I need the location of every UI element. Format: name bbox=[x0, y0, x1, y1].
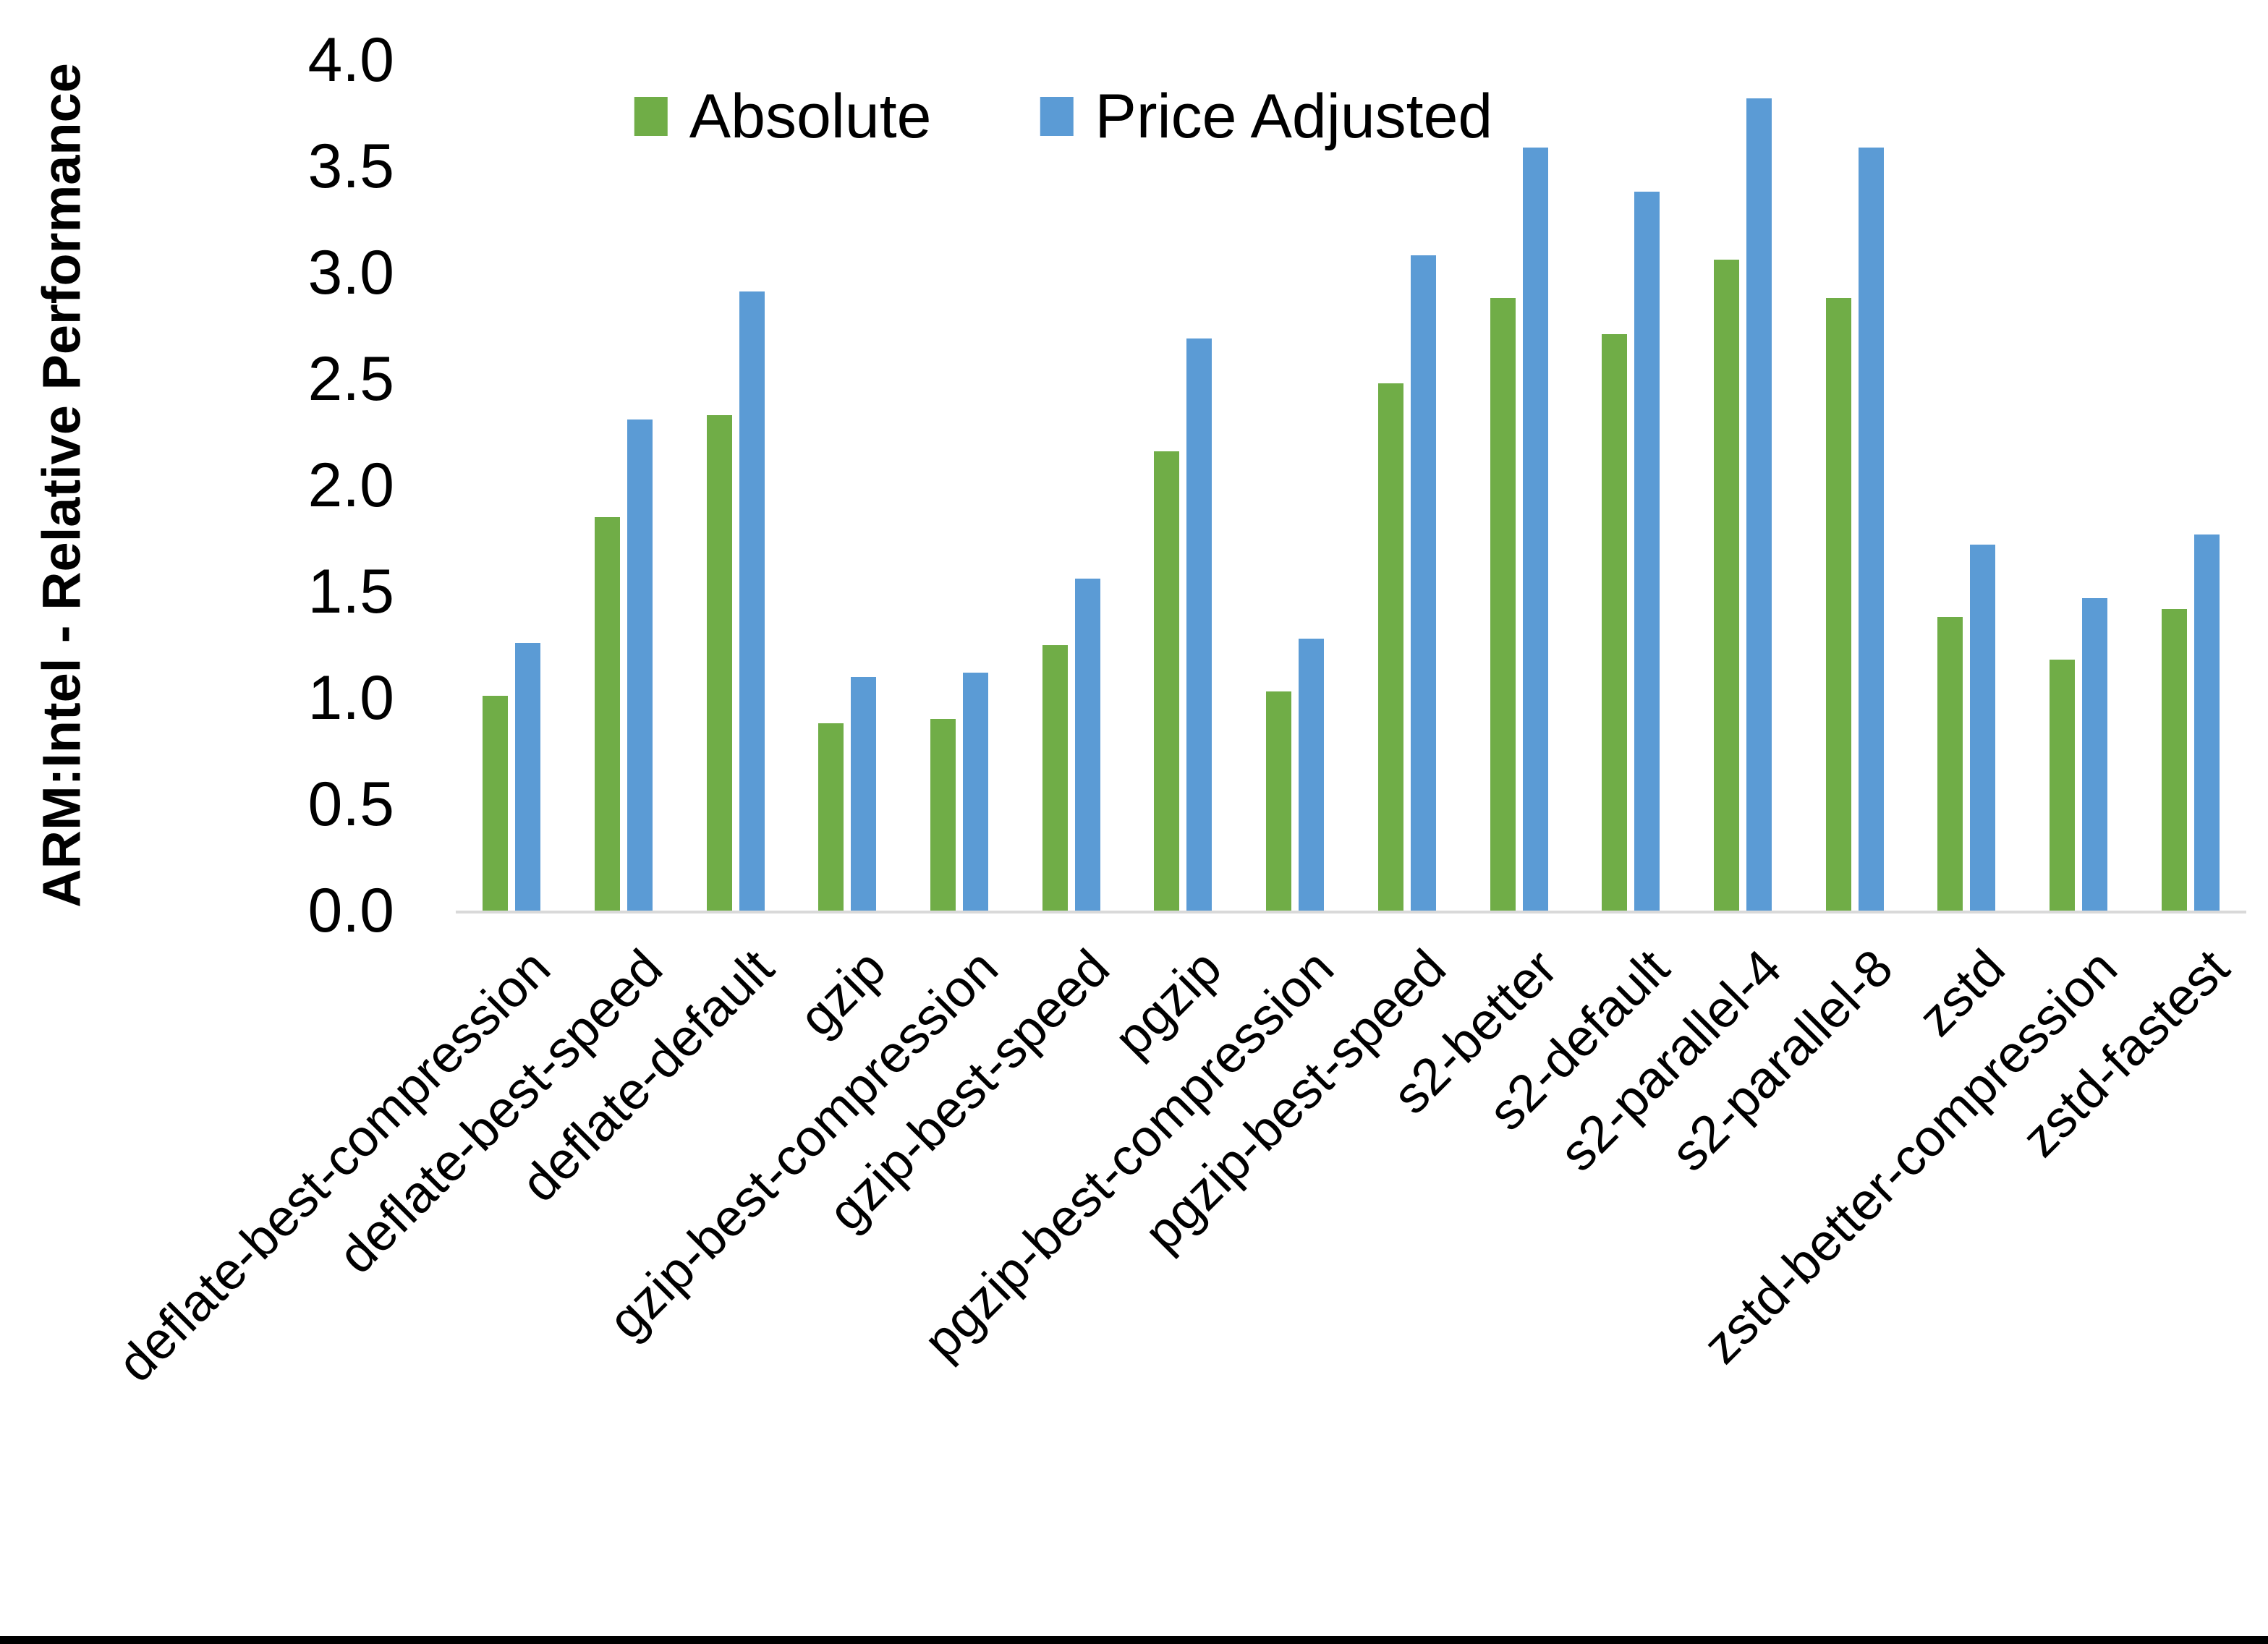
bar-price-adjusted-gzip-best-speed bbox=[1074, 579, 1100, 911]
bar-absolute-zstd bbox=[1937, 617, 1963, 911]
bar-price-adjusted-s2-better bbox=[1522, 147, 1548, 911]
bar-absolute-gzip-best-compression bbox=[930, 719, 956, 911]
legend-item-price-adjusted: Price Adjusted bbox=[1040, 85, 1492, 148]
bar-absolute-deflate-best-compression bbox=[483, 696, 509, 911]
bar-absolute-gzip bbox=[818, 723, 844, 911]
legend-swatch-icon bbox=[634, 97, 668, 136]
bar-absolute-s2-parallel-4 bbox=[1713, 260, 1739, 911]
y-tick-label-0.5: 0.5 bbox=[307, 770, 394, 839]
legend-label: Price Adjusted bbox=[1095, 82, 1493, 151]
bar-price-adjusted-deflate-best-speed bbox=[627, 419, 653, 911]
bar-absolute-pgzip bbox=[1154, 451, 1180, 911]
y-axis-title: ARM:Intel - Relative Performance bbox=[31, 63, 92, 908]
bar-price-adjusted-pgzip bbox=[1186, 338, 1212, 911]
bottom-border bbox=[0, 1636, 2268, 1644]
bar-absolute-s2-parallel-8 bbox=[1825, 298, 1851, 911]
bar-price-adjusted-pgzip-best-compression bbox=[1299, 638, 1325, 911]
x-tick-label-deflate-best-compression: deflate-best-compression bbox=[106, 939, 561, 1394]
legend: Absolute Price Adjusted bbox=[634, 85, 1492, 148]
y-tick-label-0.0: 0.0 bbox=[307, 876, 394, 945]
bar-price-adjusted-s2-parallel-4 bbox=[1746, 98, 1772, 911]
bar-absolute-zstd-fastest bbox=[2161, 608, 2187, 911]
bar-price-adjusted-gzip bbox=[851, 676, 877, 911]
bar-absolute-pgzip-best-compression bbox=[1266, 691, 1292, 911]
x-axis-line bbox=[456, 911, 2246, 913]
legend-label: Absolute bbox=[689, 82, 932, 151]
bar-price-adjusted-zstd bbox=[1970, 545, 1996, 911]
bar-absolute-pgzip-best-speed bbox=[1377, 383, 1403, 911]
y-tick-label-3.5: 3.5 bbox=[307, 132, 394, 201]
bar-absolute-zstd-better-compression bbox=[2049, 660, 2075, 911]
bar-price-adjusted-gzip-best-compression bbox=[963, 672, 989, 911]
bar-price-adjusted-deflate-default bbox=[739, 291, 765, 911]
bar-price-adjusted-s2-parallel-8 bbox=[1858, 147, 1884, 911]
bar-absolute-s2-better bbox=[1490, 298, 1516, 911]
bar-absolute-deflate-best-speed bbox=[595, 517, 621, 911]
bar-absolute-s2-default bbox=[1602, 334, 1628, 911]
legend-item-absolute: Absolute bbox=[634, 82, 932, 151]
bar-absolute-deflate-default bbox=[706, 414, 732, 911]
y-tick-label-1.5: 1.5 bbox=[307, 557, 394, 626]
bar-price-adjusted-deflate-best-compression bbox=[515, 642, 541, 911]
legend-swatch-icon bbox=[1040, 97, 1074, 136]
bar-price-adjusted-s2-default bbox=[1634, 192, 1660, 911]
y-tick-label-2.5: 2.5 bbox=[307, 344, 394, 414]
bar-price-adjusted-zstd-better-compression bbox=[2081, 597, 2107, 911]
bar-price-adjusted-pgzip-best-speed bbox=[1410, 255, 1436, 911]
y-tick-label-2.0: 2.0 bbox=[307, 451, 394, 520]
bar-price-adjusted-zstd-fastest bbox=[2193, 534, 2220, 911]
y-tick-label-1.0: 1.0 bbox=[307, 663, 394, 733]
y-tick-label-4.0: 4.0 bbox=[307, 25, 394, 95]
bar-absolute-gzip-best-speed bbox=[1042, 644, 1068, 911]
y-tick-label-3.0: 3.0 bbox=[307, 238, 394, 307]
